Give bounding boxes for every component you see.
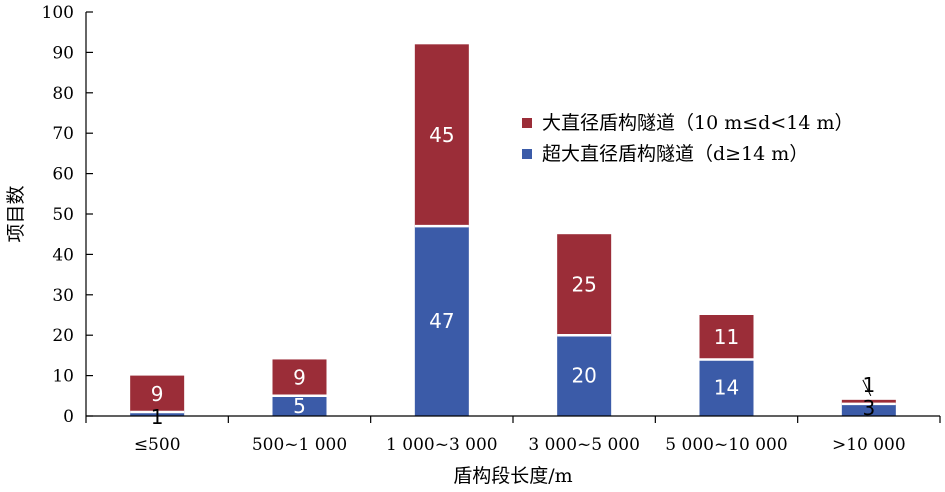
x-tick-label: 500~1 000 <box>252 435 347 455</box>
x-tick-label: 3 000~5 000 <box>528 435 640 455</box>
data-label-leader-line <box>862 379 872 397</box>
bar-segment-super-large <box>699 359 754 416</box>
legend-swatch <box>522 149 532 159</box>
data-label-super-large: 3 <box>862 396 875 420</box>
legend-label: 大直径盾构隧道（10 m≤d<14 m） <box>542 112 853 134</box>
bar-segment-large <box>557 234 612 336</box>
x-axis-title: 盾构段长度/m <box>453 465 572 487</box>
x-tick-label: ≤500 <box>134 435 181 455</box>
data-label-super-large: 5 <box>293 394 306 418</box>
bar-segment-super-large <box>414 226 469 416</box>
x-tick-label: 5 000~10 000 <box>665 435 787 455</box>
bar-segment-large <box>699 315 754 360</box>
bar-segment-super-large <box>841 403 896 416</box>
data-label-super-large: 1 <box>151 405 164 429</box>
bar-segment-super-large <box>557 335 612 416</box>
x-tick-label: 1 000~3 000 <box>386 435 498 455</box>
legend-swatch <box>522 118 532 128</box>
y-tick-label: 40 <box>52 245 74 265</box>
bar-segment-large <box>841 399 896 404</box>
y-axis-title: 项目数 <box>5 185 27 242</box>
y-axis: 0 10 20 30 40 50 60 70 80 90 100 <box>42 3 93 427</box>
x-axis: ≤500 500~1 000 1 000~3 000 3 000~5 000 5 000… <box>85 415 941 455</box>
data-label-large: 25 <box>571 273 596 297</box>
bar-segment-large <box>272 359 327 396</box>
bar-segment-large <box>414 44 469 227</box>
bar-segment-super-large <box>272 395 327 416</box>
bar-segment-large <box>130 375 185 412</box>
y-tick-label: 10 <box>52 367 74 387</box>
bar-segment-super-large <box>130 411 185 416</box>
y-tick-label: 20 <box>52 326 74 346</box>
data-label-super-large: 47 <box>429 309 454 333</box>
y-tick-label: 0 <box>63 407 74 427</box>
data-label-large: 11 <box>714 325 739 349</box>
data-label-large: 45 <box>429 123 454 147</box>
data-label-large: 9 <box>151 382 164 406</box>
x-tick-label: >10 000 <box>832 435 906 455</box>
y-tick-label: 90 <box>52 43 74 63</box>
y-tick-label: 60 <box>52 165 74 185</box>
y-tick-label: 100 <box>42 3 74 23</box>
data-label-large: 1 <box>862 373 875 397</box>
legend-label: 超大直径盾构隧道（d≥14 m） <box>542 143 808 165</box>
y-tick-label: 50 <box>52 205 74 225</box>
y-tick-label: 70 <box>52 124 74 144</box>
data-label-super-large: 14 <box>714 376 739 400</box>
y-tick-label: 80 <box>52 84 74 104</box>
data-label-super-large: 20 <box>571 364 596 388</box>
data-label-large: 9 <box>293 366 306 390</box>
legend: 大直径盾构隧道（10 m≤d<14 m） 超大直径盾构隧道（d≥14 m） <box>522 112 853 165</box>
y-tick-label: 30 <box>52 286 74 306</box>
